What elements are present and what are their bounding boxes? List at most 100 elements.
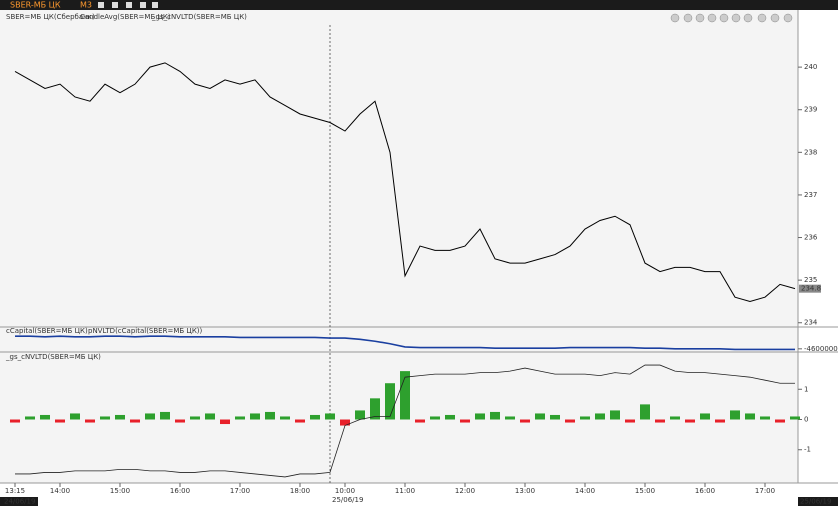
x-tick-label: 13:00 xyxy=(515,487,535,495)
histogram-bar xyxy=(40,414,50,420)
histogram-bar xyxy=(115,414,125,420)
histogram-bar xyxy=(85,419,95,423)
histogram-bar xyxy=(295,419,305,423)
panel-title: _gs_cNVLTD(SBER=МБ ЦК) xyxy=(5,353,101,361)
histogram-bar xyxy=(145,413,155,420)
histogram-bar xyxy=(520,419,530,423)
histogram-bar xyxy=(685,419,695,423)
histogram-bar xyxy=(415,419,425,423)
histogram-bar xyxy=(595,413,605,420)
x-tick-label: 18:00 xyxy=(290,487,310,495)
toolbar xyxy=(0,0,838,10)
date-box xyxy=(0,497,38,506)
x-tick-label: 16:00 xyxy=(170,487,190,495)
histogram-bar xyxy=(55,419,65,423)
last-price-box xyxy=(799,284,821,293)
y-tick-label: 238 xyxy=(804,148,817,156)
y-tick-label: 0 xyxy=(804,416,808,424)
histogram-bar xyxy=(205,413,215,420)
histogram-bar xyxy=(475,413,485,420)
x-tick-label: 15:00 xyxy=(110,487,130,495)
legend-0: SBER=МБ ЦК(Сбербанк) xyxy=(6,13,95,21)
histogram-bar xyxy=(775,419,785,423)
x-tick-label: 14:00 xyxy=(575,487,595,495)
y-tick-label: -1 xyxy=(804,446,811,454)
histogram-bar xyxy=(310,414,320,420)
y-tick-label: 240 xyxy=(804,63,817,71)
y-tick-label: 236 xyxy=(804,234,818,242)
instrument[interactable]: SBER-МБ ЦК xyxy=(10,1,61,10)
legend-1: CandleAvg(SBER=МБ ЦК) xyxy=(80,13,171,21)
histogram-bar xyxy=(505,416,515,420)
x-tick-label: 10:00 xyxy=(335,487,355,495)
histogram-bar xyxy=(385,383,395,420)
histogram-bar xyxy=(130,419,140,423)
y-tick-label: 237 xyxy=(804,191,817,199)
y-tick-label: 239 xyxy=(804,106,817,114)
y-tick-label: 235 xyxy=(804,276,817,284)
histogram-bar xyxy=(340,419,350,426)
histogram-bar xyxy=(355,410,365,420)
nav-buttons[interactable] xyxy=(670,13,793,23)
x-tick-label: 13:15 xyxy=(5,487,25,495)
histogram-bar xyxy=(640,404,650,420)
histogram-bar xyxy=(25,416,35,420)
histogram-bar xyxy=(250,413,260,420)
y-tick-label: 234 xyxy=(804,319,818,327)
last-price: 234.8 xyxy=(801,285,821,293)
histogram-bar xyxy=(460,419,470,423)
histogram-bar xyxy=(550,414,560,420)
date-box xyxy=(798,497,838,506)
histogram-bar xyxy=(370,398,380,420)
histogram-bar xyxy=(325,413,335,420)
date-end: 25/06/19 xyxy=(800,498,831,506)
histogram-bar xyxy=(790,416,800,420)
histogram-bar xyxy=(235,416,245,420)
y-tick-label: 1 xyxy=(804,385,808,393)
date-start: 24/06/19 xyxy=(4,498,35,506)
axis-bg xyxy=(798,10,838,483)
histogram-bar xyxy=(220,419,230,425)
histogram-bar xyxy=(580,416,590,420)
histogram-bar xyxy=(490,411,500,420)
panel-subtitle: pNVLTD(cCapital(SBER=МБ ЦК)) xyxy=(88,327,203,335)
x-tick-label: 17:00 xyxy=(230,487,250,495)
panel-title: cCapital(SBER=МБ ЦК) xyxy=(6,327,88,335)
histogram-bar xyxy=(760,416,770,420)
histogram-bar xyxy=(160,411,170,420)
histogram-bar xyxy=(430,416,440,420)
histogram-bar xyxy=(265,411,275,420)
date-break: 25/06/19 xyxy=(332,496,363,504)
timeframe[interactable]: M3 xyxy=(80,1,92,10)
histogram-bar xyxy=(400,371,410,420)
histogram-bar xyxy=(535,413,545,420)
histogram-bar xyxy=(655,419,665,423)
histogram-bar xyxy=(700,413,710,420)
x-tick-label: 11:00 xyxy=(395,487,415,495)
x-tick-label: 15:00 xyxy=(635,487,655,495)
histogram-bar xyxy=(280,416,290,420)
histogram-bar xyxy=(190,416,200,420)
tool-icons xyxy=(98,2,158,8)
histogram-bar xyxy=(715,419,725,423)
y-tick-label: -46000000 xyxy=(804,345,838,353)
histogram-bar xyxy=(625,419,635,423)
legend-2: _gs_cNVLTD(SBER=МБ ЦК) xyxy=(151,13,247,21)
x-tick-label: 14:00 xyxy=(50,487,70,495)
series-line xyxy=(15,364,795,478)
histogram-bar xyxy=(445,414,455,420)
histogram-bar xyxy=(730,410,740,420)
x-tick-label: 16:00 xyxy=(695,487,715,495)
histogram-bar xyxy=(175,419,185,423)
histogram-bar xyxy=(745,413,755,420)
histogram-bar xyxy=(70,413,80,420)
series-line xyxy=(14,62,796,302)
histogram-bar xyxy=(565,419,575,423)
series-line xyxy=(15,335,795,351)
histogram-bar xyxy=(100,416,110,420)
x-tick-label: 17:00 xyxy=(755,487,775,495)
histogram-bar xyxy=(10,419,20,423)
histogram-bar xyxy=(670,416,680,420)
